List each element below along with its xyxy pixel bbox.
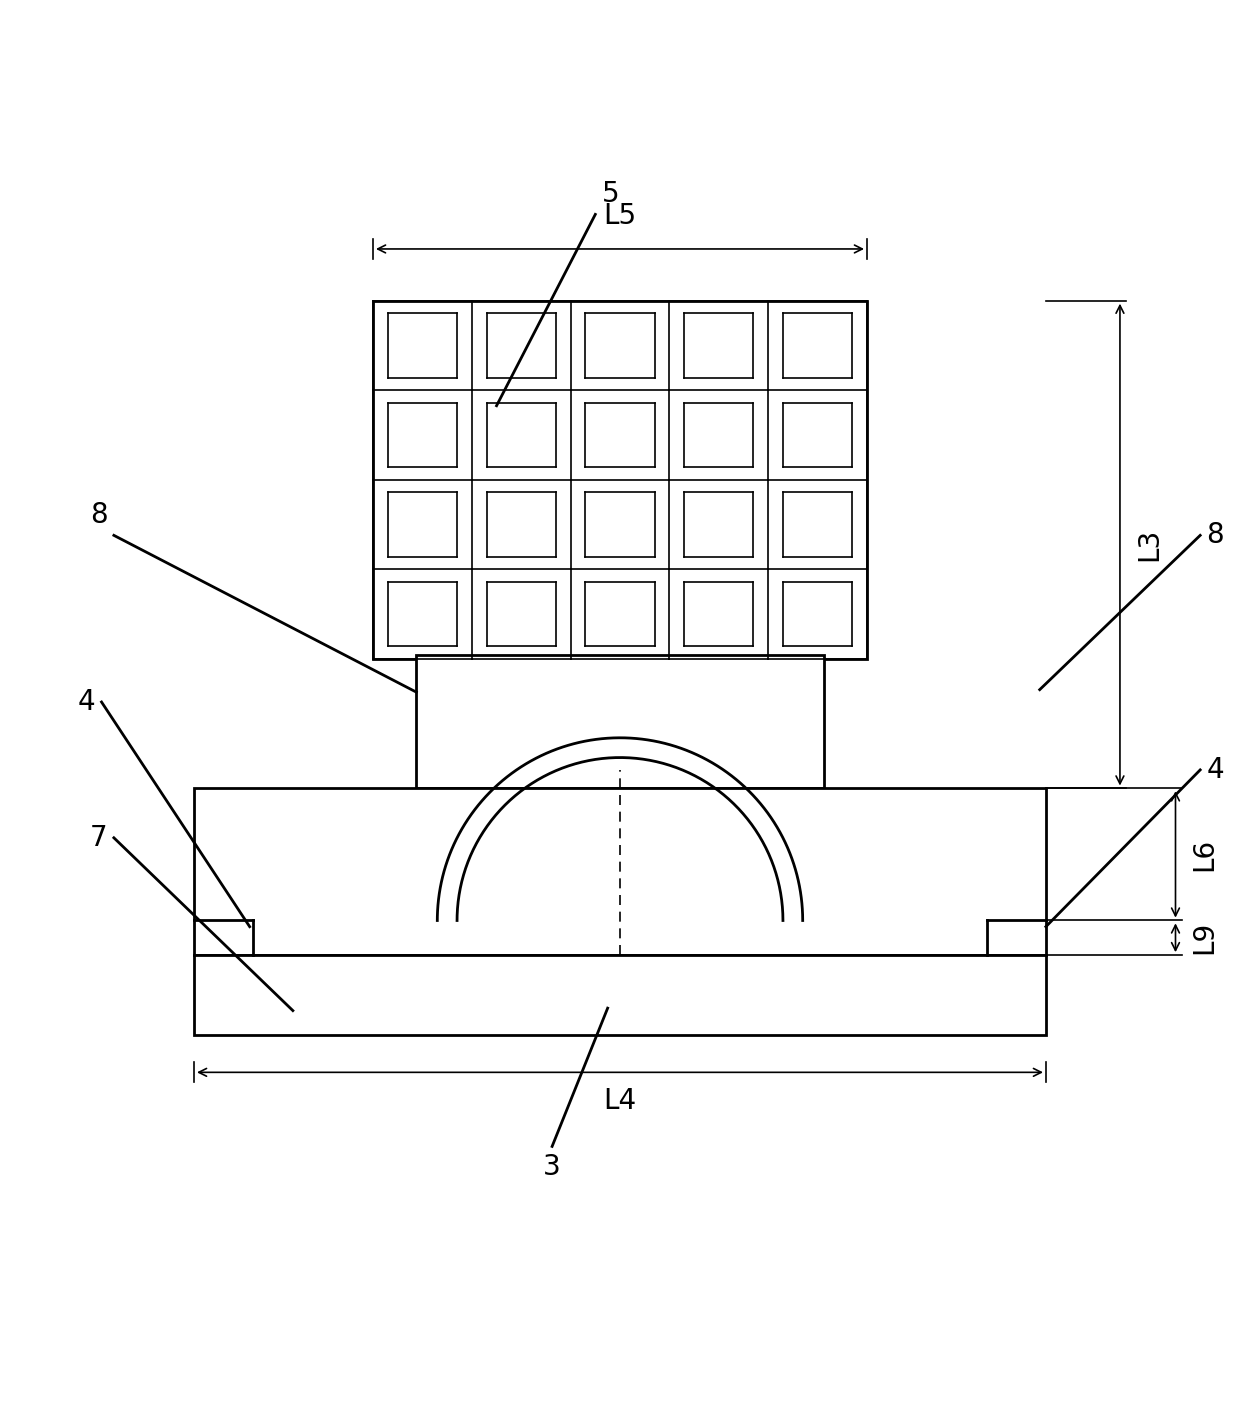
Text: L5: L5 — [604, 202, 636, 230]
Bar — [373, 300, 867, 658]
Text: 5: 5 — [601, 180, 619, 208]
Text: L6: L6 — [1190, 838, 1219, 870]
Text: L9: L9 — [1190, 921, 1219, 955]
Text: 4: 4 — [78, 688, 95, 716]
Text: L3: L3 — [1135, 528, 1163, 562]
Text: 8: 8 — [91, 501, 108, 529]
Bar — [195, 789, 1045, 955]
Text: L4: L4 — [604, 1087, 636, 1115]
Text: 8: 8 — [1207, 521, 1224, 549]
Text: 7: 7 — [91, 824, 108, 852]
Bar — [195, 955, 1045, 1035]
Text: 3: 3 — [543, 1153, 560, 1181]
Text: 4: 4 — [1207, 755, 1224, 783]
Bar — [417, 656, 823, 789]
